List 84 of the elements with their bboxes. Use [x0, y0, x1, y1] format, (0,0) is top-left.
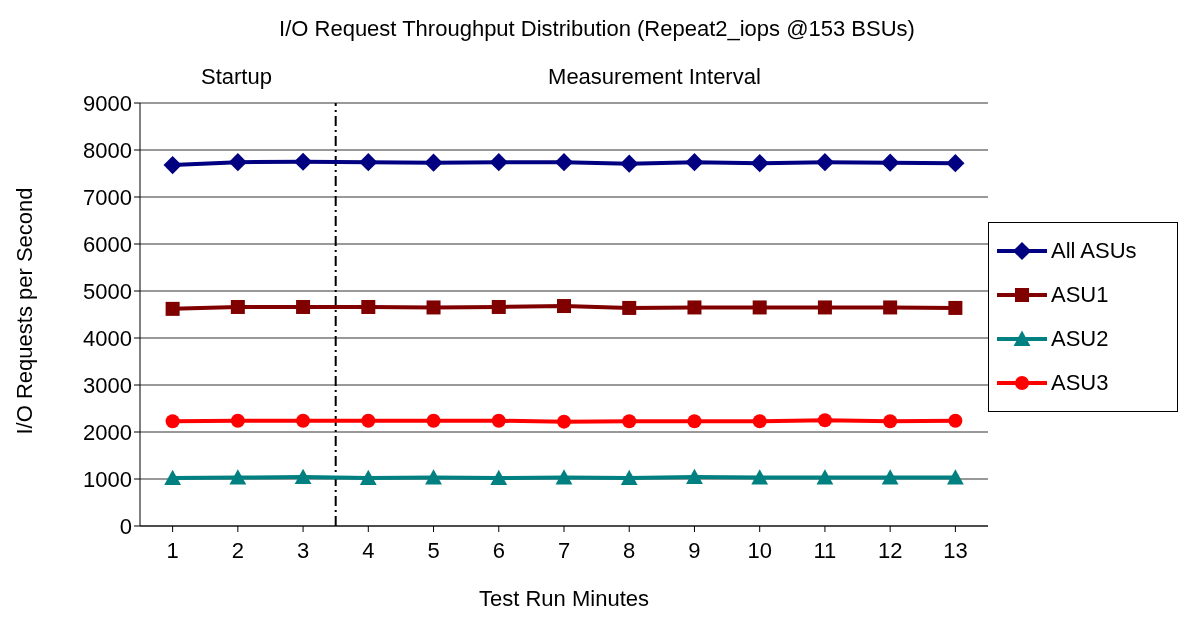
point	[816, 469, 834, 485]
point	[230, 413, 245, 428]
point	[883, 414, 898, 429]
y-tick-label: 6000	[83, 231, 132, 257]
x-tick-label: 12	[877, 537, 903, 563]
x-tick-label: 8	[623, 537, 636, 563]
point	[425, 469, 442, 485]
point	[750, 154, 769, 173]
point	[686, 468, 703, 485]
legend-label: ASU1	[1051, 282, 1109, 308]
point	[490, 469, 508, 486]
x-tick-label: 11	[813, 537, 837, 563]
point	[359, 469, 377, 486]
point	[817, 300, 832, 315]
point	[622, 414, 637, 429]
y-tick-label: 2000	[83, 419, 132, 445]
point	[557, 414, 571, 429]
point	[228, 153, 247, 172]
point	[557, 299, 571, 314]
point	[361, 413, 376, 428]
point	[752, 300, 767, 315]
point	[361, 299, 376, 314]
point	[946, 469, 964, 485]
point	[620, 154, 639, 173]
y-tick-label: 9000	[83, 90, 132, 116]
point	[359, 153, 378, 172]
point	[948, 413, 963, 428]
x-tick-label: 4	[362, 537, 375, 563]
y-tick-label: 0	[119, 513, 132, 539]
x-tick-label: 6	[492, 537, 505, 563]
x-axis-title: Test Run Minutes	[479, 586, 649, 611]
y-tick-label: 5000	[83, 278, 132, 304]
point	[491, 299, 506, 314]
point	[815, 153, 835, 172]
point	[165, 414, 180, 429]
text: Measurement Interval	[547, 64, 762, 90]
point	[554, 153, 574, 172]
legend-label: ASU2	[1051, 326, 1109, 352]
point	[881, 469, 899, 485]
point	[622, 300, 637, 315]
point	[752, 414, 767, 429]
legend-label: All ASUs	[1051, 238, 1137, 264]
y-tick-label: 8000	[83, 137, 132, 163]
point	[229, 469, 247, 485]
point	[426, 413, 441, 428]
point	[296, 299, 311, 314]
point	[165, 301, 180, 316]
y-tick-label: 4000	[83, 325, 132, 351]
y-axis-title: I/O Requests per Second	[11, 187, 37, 435]
point	[426, 300, 441, 315]
x-tick-label: 5	[427, 537, 440, 563]
point	[817, 413, 832, 428]
point	[296, 413, 311, 428]
point	[424, 153, 443, 172]
point	[881, 153, 900, 172]
point	[555, 469, 573, 485]
point	[491, 413, 506, 428]
y-tick-label: 1000	[83, 466, 132, 492]
text: Startup	[200, 64, 273, 90]
legend-label: ASU3	[1051, 370, 1109, 396]
point	[293, 152, 313, 171]
point	[163, 155, 182, 175]
x-tick-label: 7	[557, 537, 571, 563]
x-tick-label: 2	[231, 537, 244, 563]
point	[883, 300, 898, 315]
point	[230, 299, 245, 314]
x-tick-label: 1	[166, 537, 179, 563]
y-tick-label: 3000	[83, 372, 132, 398]
point	[164, 469, 182, 486]
x-tick-label: 3	[296, 537, 310, 563]
x-tick-label: 9	[688, 537, 701, 563]
point	[685, 153, 704, 172]
point	[294, 468, 312, 485]
point	[751, 469, 769, 485]
chart-title: I/O Request Throughput Distribution (Repeat2_iops @153 BSUs)	[278, 16, 916, 42]
point	[687, 300, 702, 315]
point	[687, 414, 702, 429]
y-tick-label: 7000	[83, 184, 132, 210]
point	[489, 153, 508, 172]
point	[620, 469, 638, 486]
point	[948, 300, 963, 315]
x-tick-label: 13	[943, 537, 968, 563]
x-tick-label: 10	[747, 537, 772, 563]
point	[946, 154, 965, 173]
